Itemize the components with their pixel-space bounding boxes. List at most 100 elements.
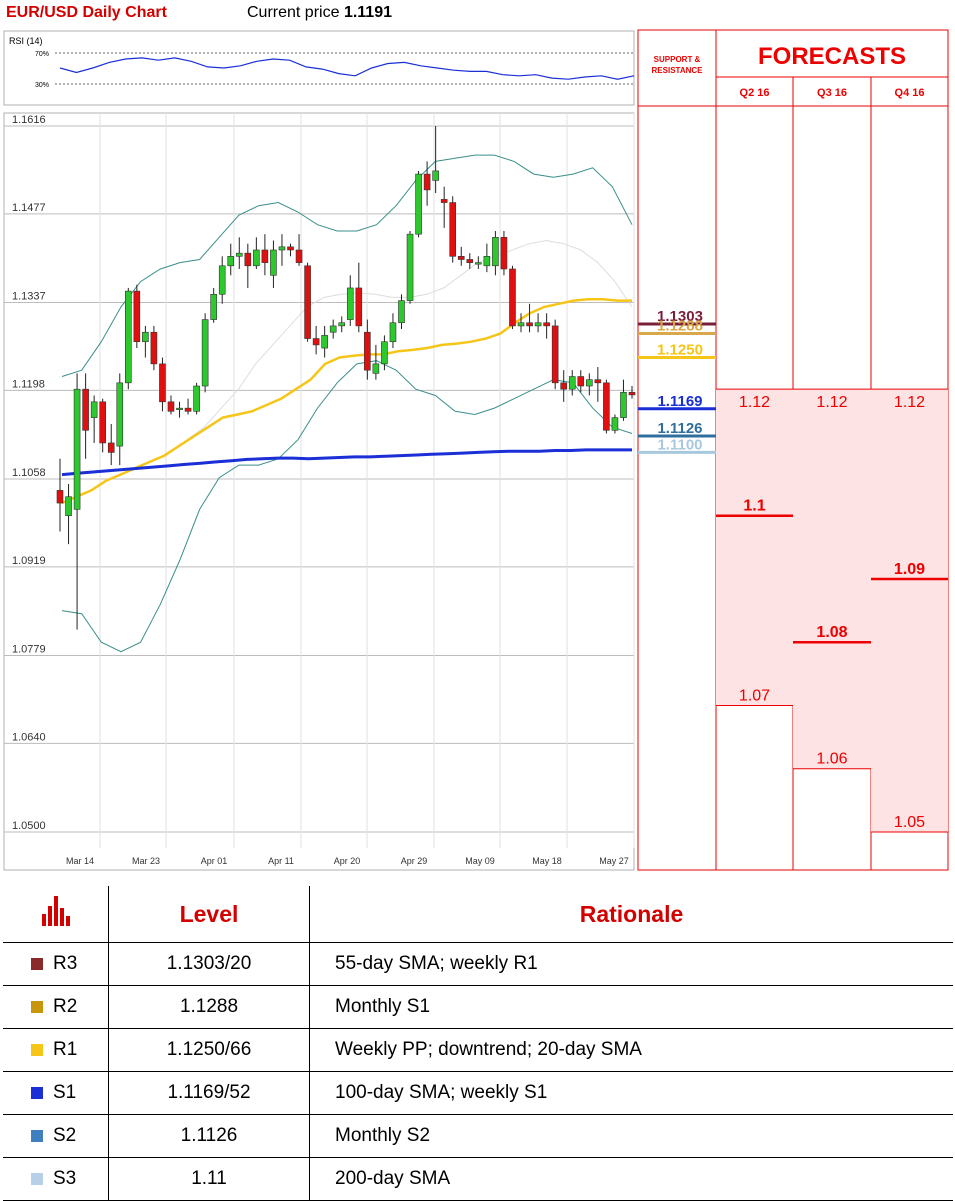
candle-down — [577, 376, 585, 387]
candle-up — [329, 325, 337, 333]
level-swatch — [31, 1086, 43, 1099]
candle-down — [500, 237, 508, 270]
table-row: S3 1.11 200-day SMA — [3, 1157, 953, 1201]
candle-down — [295, 249, 303, 263]
candle-down — [526, 322, 533, 327]
y-tick-label: 1.0919 — [12, 555, 46, 567]
level-swatch — [31, 1172, 43, 1185]
forecast-range — [716, 389, 793, 706]
candle-up — [65, 496, 72, 516]
candle-down — [628, 392, 636, 396]
level-code: S1 — [3, 1071, 109, 1115]
level-swatch — [31, 957, 43, 970]
level-label: 1.1169 — [657, 393, 702, 410]
candle-down — [449, 202, 457, 257]
candle-down — [159, 363, 166, 403]
candle-up — [586, 379, 593, 387]
candle-down — [150, 331, 158, 365]
y-tick-label: 1.0640 — [12, 731, 46, 743]
level-rationale: Monthly S2 — [309, 1114, 953, 1158]
candle-down — [355, 287, 363, 327]
candle-up — [432, 170, 439, 181]
y-tick-label: 1.1198 — [12, 378, 45, 390]
candle-up — [218, 265, 226, 295]
forecast-mid-label: 1.09 — [894, 561, 925, 578]
level-value: 1.11 — [108, 1157, 310, 1201]
level-code: R1 — [3, 1028, 109, 1072]
table-row: R3 1.1303/20 55-day SMA; weekly R1 — [3, 942, 953, 986]
candle-up — [116, 382, 124, 447]
x-tick-label: May 09 — [465, 856, 495, 866]
level-label: 1.1288 — [657, 317, 703, 334]
level-label: 1.1303 — [657, 308, 703, 325]
level-rationale: Monthly S1 — [309, 985, 953, 1029]
table-icon-cell — [3, 886, 109, 943]
candle-down — [551, 325, 559, 384]
candle-down — [364, 331, 371, 371]
candle-up — [73, 388, 81, 510]
candle-up — [534, 322, 542, 327]
rsi-line — [59, 57, 635, 80]
candle-up — [398, 300, 405, 324]
candle-up — [278, 246, 286, 251]
candle-down — [457, 256, 465, 260]
candle-up — [620, 392, 627, 418]
candle-up — [235, 252, 243, 257]
candle-up — [210, 293, 217, 320]
candle-down — [184, 407, 192, 412]
candle-down — [312, 338, 320, 346]
candle-up — [611, 417, 619, 431]
forecast-column-label: Q4 16 — [895, 87, 925, 99]
candle-up — [483, 256, 491, 267]
candle-down — [107, 442, 115, 453]
candle-up — [492, 237, 499, 267]
level-value: 1.1303/20 — [108, 942, 310, 986]
candle-up — [568, 376, 576, 390]
candle-up — [381, 341, 388, 365]
candle-down — [56, 490, 64, 504]
level-rationale: 200-day SMA — [309, 1157, 953, 1201]
candle-down — [603, 382, 610, 431]
forecast-column-label: Q3 16 — [817, 87, 847, 99]
candle-up — [321, 335, 328, 349]
levels-table: Level Rationale R3 1.1303/20 55-day SMA; w… — [3, 886, 953, 1201]
level-code: S3 — [3, 1157, 109, 1201]
forecast-high-label: 1.12 — [894, 394, 925, 411]
rsi-upper-label: 70% — [35, 51, 49, 58]
forecast-low-label: 1.07 — [739, 687, 770, 704]
forecast-column-label: Q2 16 — [740, 87, 770, 99]
chart-title: EUR/USD Daily Chart — [6, 4, 167, 21]
candle-up — [406, 233, 414, 301]
forecast-mid-label: 1.1 — [743, 498, 765, 515]
candle-up — [201, 319, 209, 387]
x-tick-label: Apr 20 — [334, 856, 361, 866]
y-tick-label: 1.1477 — [12, 202, 46, 214]
level-rationale: 100-day SMA; weekly S1 — [309, 1071, 953, 1115]
level-code: R2 — [3, 985, 109, 1029]
level-swatch — [31, 1043, 43, 1056]
level-value: 1.1250/66 — [108, 1028, 310, 1072]
y-tick-label: 1.1058 — [12, 467, 46, 479]
table-row: R1 1.1250/66 Weekly PP; downtrend; 20-day … — [3, 1028, 953, 1072]
level-label: 1.1250 — [657, 342, 703, 359]
x-tick-label: Apr 11 — [268, 856, 294, 866]
forecasts-title: FORECASTS — [758, 43, 906, 70]
level-header: Level — [108, 886, 310, 943]
price-panel — [3, 112, 635, 871]
candle-down — [594, 379, 602, 384]
level-rationale: 55-day SMA; weekly R1 — [309, 942, 953, 986]
candle-down — [82, 388, 89, 431]
bollinger-lower-line — [61, 360, 633, 653]
level-label: 1.1126 — [657, 420, 702, 437]
candle-down — [261, 249, 269, 263]
current-price: Current price 1.1191 — [247, 4, 392, 22]
candle-up — [517, 322, 525, 327]
rsi-panel — [3, 30, 635, 106]
candle-up — [475, 262, 482, 265]
level-value: 1.1169/52 — [108, 1071, 310, 1115]
forecast-high-label: 1.12 — [816, 394, 847, 411]
candle-down — [287, 246, 294, 251]
candle-up — [176, 407, 183, 410]
candle-up — [346, 287, 354, 320]
eurusd-chart: RSI (14) 70% 30% 1.1616 1.1477 1.1337 1.119… — [3, 29, 949, 871]
